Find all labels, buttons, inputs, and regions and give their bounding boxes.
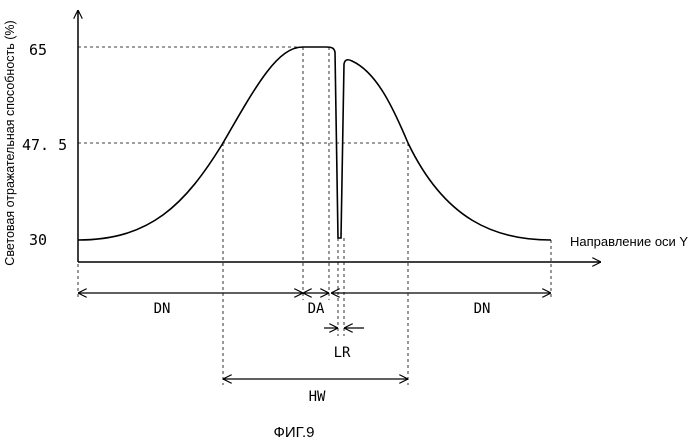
figure-caption: ФИГ.9: [274, 424, 315, 441]
dimension-label-dn-left: DN: [154, 301, 171, 317]
dimension-label-hw: HW: [309, 389, 326, 405]
dimension-label-da: DA: [308, 301, 325, 317]
y-axis-title: Световая отражательная способность (%): [3, 20, 17, 265]
x-axis-title: Направление оси Y: [570, 234, 688, 249]
y-tick-label-30: 30: [29, 231, 47, 249]
y-tick-label-65: 65: [29, 41, 47, 59]
reflectance-curve: [78, 47, 551, 240]
y-tick-label-47-5: 47. 5: [22, 136, 67, 154]
dimension-label-lr: LR: [334, 345, 351, 361]
dimension-label-dn-right: DN: [474, 301, 491, 317]
